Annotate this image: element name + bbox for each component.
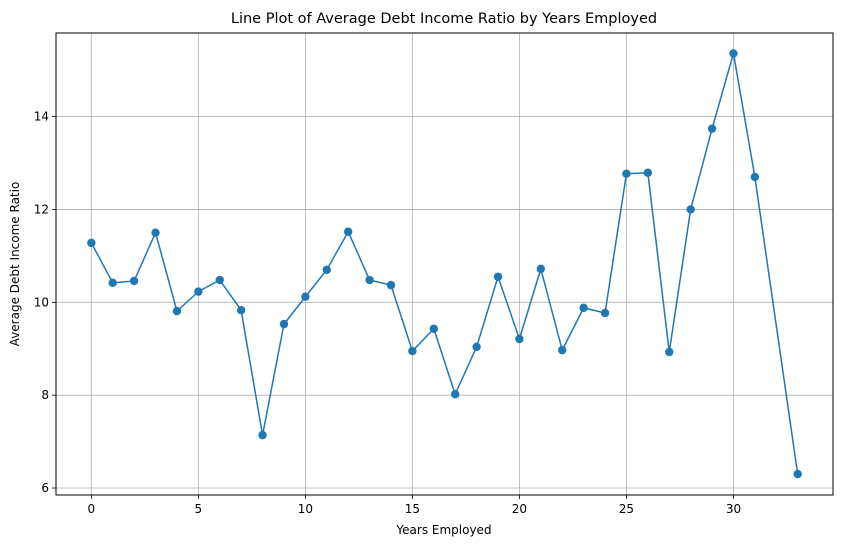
data-point (793, 469, 802, 479)
data-point (151, 228, 160, 237)
data-point (515, 334, 524, 344)
data-point (451, 390, 460, 399)
chart-title: Line Plot of Average Debt Income Ratio b… (231, 11, 657, 27)
data-point (129, 276, 139, 286)
data-point (579, 303, 588, 313)
data-point (386, 280, 396, 290)
data-point (665, 347, 674, 357)
data-point (750, 172, 760, 182)
data-point (108, 278, 117, 288)
data-point (493, 272, 503, 281)
y-tick-label: 6 (41, 481, 49, 495)
y-axis-label: Average Debt Income Ratio (8, 182, 22, 347)
x-tick-label: 20 (512, 502, 527, 516)
data-point (536, 264, 546, 274)
data-point (729, 49, 738, 58)
y-tick-label: 14 (34, 110, 49, 124)
x-tick-label: 0 (87, 502, 95, 516)
data-point (279, 319, 289, 329)
data-point (87, 238, 96, 248)
data-point (408, 346, 417, 356)
y-tick-label: 12 (34, 202, 49, 216)
x-tick-label: 10 (298, 502, 313, 516)
data-point (365, 275, 374, 285)
plot-frame (55, 32, 834, 496)
x-axis-label: Years Employed (395, 523, 491, 537)
data-point (643, 168, 653, 177)
data-point (172, 306, 182, 316)
data-point (215, 275, 224, 285)
data-point (301, 292, 310, 301)
x-tick-label: 25 (619, 502, 634, 516)
data-point (558, 345, 567, 355)
data-point (322, 265, 331, 275)
data-point (472, 342, 481, 352)
data-point (258, 430, 267, 440)
data-point (429, 324, 438, 333)
y-tick-label: 10 (34, 295, 49, 309)
series-markers (87, 49, 802, 479)
data-point (194, 287, 203, 296)
data-point (707, 124, 717, 133)
x-tick-label: 5 (195, 502, 203, 516)
data-point (236, 306, 246, 315)
data-point (686, 205, 695, 214)
data-point (600, 308, 610, 318)
x-tick-label: 15 (405, 502, 420, 516)
axis-ticks: 0 5 10 15 20 25 30 6 8 10 12 14 (34, 110, 741, 516)
y-tick-label: 8 (41, 388, 49, 402)
data-point (343, 227, 353, 236)
data-point (622, 169, 631, 178)
grid-lines (56, 33, 833, 495)
x-tick-label: 30 (726, 502, 741, 516)
